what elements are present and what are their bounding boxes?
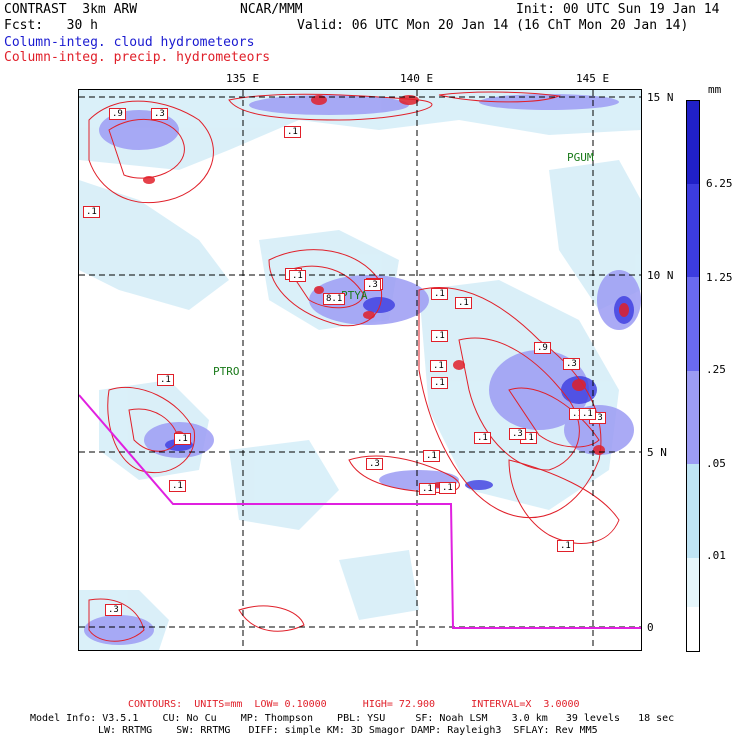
lat-label-5n: 5 N (647, 446, 667, 459)
valid-time: Valid: 06 UTC Mon 20 Jan 14 (16 ChT Mon … (297, 18, 689, 33)
contour-label: 8.1 (323, 293, 346, 305)
map-canvas (79, 90, 641, 650)
colorbar-label-.05: .05 (706, 457, 726, 470)
station-pgum: PGUM (567, 151, 594, 164)
colorbar-segment (687, 101, 699, 184)
contour-label: .1 (157, 374, 174, 386)
cloud-patches (84, 94, 641, 645)
contour-label: .1 (289, 270, 306, 282)
contour-label: .3 (151, 108, 168, 120)
grid-lines (79, 90, 641, 650)
contour-label: .3 (366, 458, 383, 470)
contour-label: .1 (423, 450, 440, 462)
contour-label: .1 (474, 432, 491, 444)
colorbar (686, 100, 700, 652)
lat-label-0: 0 (647, 621, 654, 634)
colorbar-segment (687, 607, 699, 651)
contour-label: .1 (557, 540, 574, 552)
contour-label: .1 (284, 126, 301, 138)
init-time: Init: 00 UTC Sun 19 Jan 14 (516, 2, 720, 17)
colorbar-label-.01: .01 (706, 549, 726, 562)
colorbar-segment (687, 370, 699, 464)
contour-label: .1 (439, 482, 456, 494)
colorbar-segment (687, 277, 699, 371)
colorbar-segment (687, 557, 699, 607)
contour-label: .1 (431, 330, 448, 342)
contour-label: .1 (431, 377, 448, 389)
boundary-line (79, 394, 641, 629)
model-info-line1: Model Info: V3.5.1 CU: No Cu MP: Thompso… (30, 713, 675, 724)
colorbar-label-1.25: 1.25 (706, 271, 733, 284)
contour-label: .3 (105, 604, 122, 616)
contour-label: .9 (109, 108, 126, 120)
station-ptya: PTYA (341, 289, 368, 302)
model-title: CONTRAST 3km ARW (4, 2, 138, 17)
legend-cloud: Column-integ. cloud hydrometeors (4, 35, 255, 50)
colorbar-label-.25: .25 (706, 363, 726, 376)
precip-contours (88, 91, 620, 642)
contour-label: .1 (169, 480, 186, 492)
contour-label: .1 (430, 360, 447, 372)
contour-label: .3 (563, 358, 580, 370)
weather-map: PGUM PTYA PTRO .9.3.1.1.1.1.1.3.18.1.3.1… (78, 89, 642, 651)
colorbar-segment (687, 464, 699, 558)
contour-label: .1 (431, 288, 448, 300)
colorbar-segment (687, 183, 699, 277)
lon-label-140: 140 E (400, 72, 434, 85)
lon-label-145: 145 E (576, 72, 610, 85)
contour-label: .9 (534, 342, 551, 354)
contour-label: .1 (579, 408, 596, 420)
contour-info: CONTOURS: UNITS=mm LOW= 0.10000 HIGH= 72… (128, 699, 580, 710)
contour-label: .1 (83, 206, 100, 218)
org-label: NCAR/MMM (240, 2, 303, 17)
lat-label-10n: 10 N (647, 269, 674, 282)
colorbar-label-6.25: 6.25 (706, 177, 733, 190)
legend-precip: Column-integ. precip. hydrometeors (4, 50, 271, 65)
contour-label: .1 (455, 297, 472, 309)
colorbar-unit: mm (708, 83, 722, 96)
lat-label-15n: 15 N (647, 91, 674, 104)
contour-label: .3 (364, 279, 381, 291)
contour-label: .1 (174, 433, 191, 445)
contour-label: .3 (509, 428, 526, 440)
forecast-hour: Fcst: 30 h (4, 18, 98, 33)
model-info-line2: LW: RRTMG SW: RRTMG DIFF: simple KM: 3D … (98, 725, 598, 736)
station-ptro: PTRO (213, 365, 240, 378)
contour-label: .1 (419, 483, 436, 495)
lon-label-135: 135 E (226, 72, 260, 85)
